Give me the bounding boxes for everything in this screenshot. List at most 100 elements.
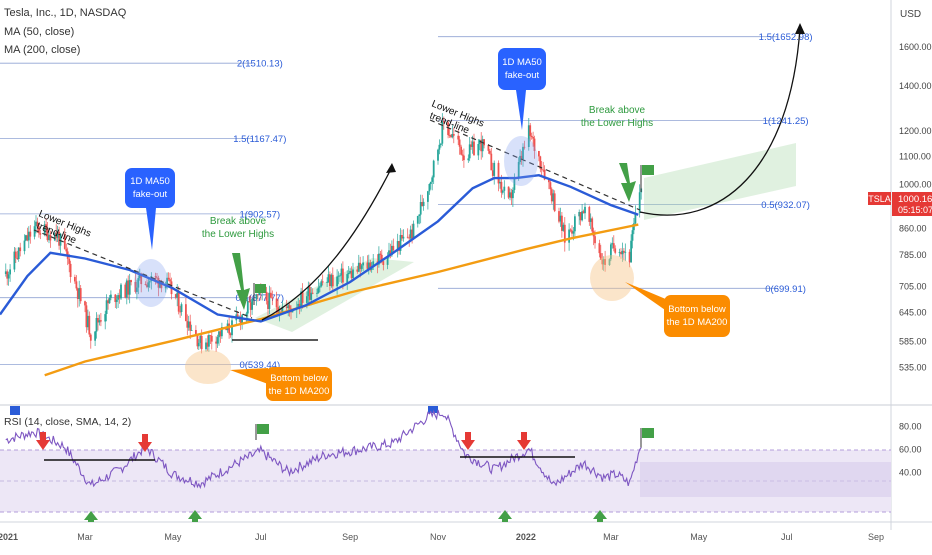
candle-body bbox=[317, 287, 320, 293]
time-tick: Nov bbox=[430, 532, 447, 542]
candle-body bbox=[481, 139, 484, 152]
candle-body bbox=[610, 244, 612, 260]
candle-body bbox=[638, 192, 641, 214]
ma200-legend: MA (200, close) bbox=[4, 44, 80, 56]
candle-body bbox=[85, 305, 88, 328]
candle-body bbox=[509, 192, 511, 198]
bottom1-line1: Bottom below bbox=[270, 373, 328, 384]
candle-body bbox=[349, 271, 351, 273]
time-tick: Sep bbox=[342, 532, 358, 542]
candle-body bbox=[500, 181, 503, 193]
candle-body bbox=[429, 181, 432, 184]
candle-body bbox=[589, 218, 592, 222]
time-tick: Jul bbox=[255, 532, 267, 542]
candle-body bbox=[406, 236, 409, 238]
candle-body bbox=[367, 262, 370, 269]
price-tick: 1200.00 bbox=[899, 126, 932, 136]
candle-body bbox=[634, 213, 637, 224]
trendline-2022 bbox=[429, 119, 641, 211]
last-price: 1000.16 bbox=[898, 194, 932, 205]
candle-body bbox=[38, 226, 40, 234]
candle-body bbox=[540, 168, 543, 170]
candle-body bbox=[301, 291, 304, 303]
candle-body bbox=[579, 212, 582, 221]
last-price-badge bbox=[892, 192, 932, 216]
red-arrows bbox=[36, 432, 531, 452]
candle-body bbox=[340, 268, 343, 276]
candle-body bbox=[360, 265, 363, 269]
candle-body bbox=[451, 134, 454, 138]
candle-body bbox=[522, 146, 524, 160]
candle-body bbox=[68, 258, 71, 264]
candle-body bbox=[386, 256, 389, 265]
candle-body bbox=[29, 231, 32, 237]
candle-body bbox=[342, 268, 344, 283]
candle-body bbox=[379, 253, 382, 255]
candle-body bbox=[450, 135, 452, 138]
candle-body bbox=[530, 135, 533, 137]
candle-body bbox=[463, 155, 465, 161]
time-axis[interactable]: 2021 Mar May Jul Sep Nov 2022 Mar May Jul Sep bbox=[0, 532, 884, 542]
candle-body bbox=[251, 298, 253, 310]
candle-body bbox=[49, 234, 52, 241]
candle-body bbox=[352, 269, 354, 279]
candle-body bbox=[179, 311, 181, 313]
rsi-legend: RSI (14, close, SMA, 14, 2) bbox=[4, 416, 131, 428]
candle-body bbox=[448, 135, 451, 136]
candle-body bbox=[27, 231, 30, 241]
candle-body bbox=[631, 230, 634, 241]
price-axis[interactable]: 1600.00 1400.00 1200.00 1100.00 1000.00 860.0… bbox=[899, 42, 932, 373]
candle-body bbox=[618, 252, 621, 253]
flag-icon bbox=[640, 165, 654, 192]
candle-body bbox=[177, 292, 180, 312]
candle-body bbox=[598, 243, 601, 254]
green-arrows bbox=[84, 510, 607, 522]
candle-body bbox=[169, 279, 171, 282]
candle-body bbox=[174, 294, 177, 298]
candle-body bbox=[539, 156, 542, 169]
ma200-line bbox=[44, 223, 639, 377]
candle-body bbox=[489, 150, 491, 154]
candle-body bbox=[380, 254, 383, 262]
candle-body bbox=[125, 280, 128, 298]
candle-body bbox=[138, 273, 141, 279]
candle-body bbox=[477, 144, 480, 156]
candle-body bbox=[602, 259, 605, 265]
candle-body bbox=[9, 269, 11, 275]
candle-body bbox=[428, 184, 431, 192]
candle-body bbox=[419, 202, 422, 215]
currency-label: USD bbox=[900, 9, 921, 20]
candle-body bbox=[88, 315, 91, 335]
projection-2021-head bbox=[386, 163, 396, 173]
candle-body bbox=[369, 262, 372, 270]
candle-body bbox=[473, 141, 475, 156]
candle-body bbox=[571, 230, 573, 234]
candle-body bbox=[270, 292, 272, 298]
candle-body bbox=[604, 259, 606, 265]
chart-title: Tesla, Inc., 1D, NASDAQ bbox=[4, 7, 127, 19]
candle-body bbox=[147, 282, 150, 288]
fakeout1-line2: fake-out bbox=[133, 189, 168, 200]
candle-body bbox=[532, 137, 534, 139]
candle-body bbox=[533, 138, 536, 151]
candle-body bbox=[550, 189, 553, 202]
candle-body bbox=[216, 337, 219, 344]
channel-2021 bbox=[255, 258, 414, 332]
candle-body bbox=[48, 234, 50, 241]
rsi-layer bbox=[5, 409, 642, 490]
candle-body bbox=[388, 250, 390, 257]
candle-body bbox=[249, 302, 252, 310]
candle-body bbox=[166, 277, 168, 285]
candle-body bbox=[569, 229, 572, 231]
flag-icon bbox=[640, 428, 654, 448]
candle-body bbox=[461, 154, 464, 156]
candle-body bbox=[58, 231, 60, 246]
candle-body bbox=[76, 288, 79, 299]
candle-body bbox=[114, 294, 117, 302]
candle-body bbox=[624, 251, 627, 253]
candle-body bbox=[275, 298, 278, 308]
candle-body bbox=[447, 122, 449, 135]
candle-body bbox=[187, 321, 190, 328]
candle-body bbox=[326, 282, 328, 283]
